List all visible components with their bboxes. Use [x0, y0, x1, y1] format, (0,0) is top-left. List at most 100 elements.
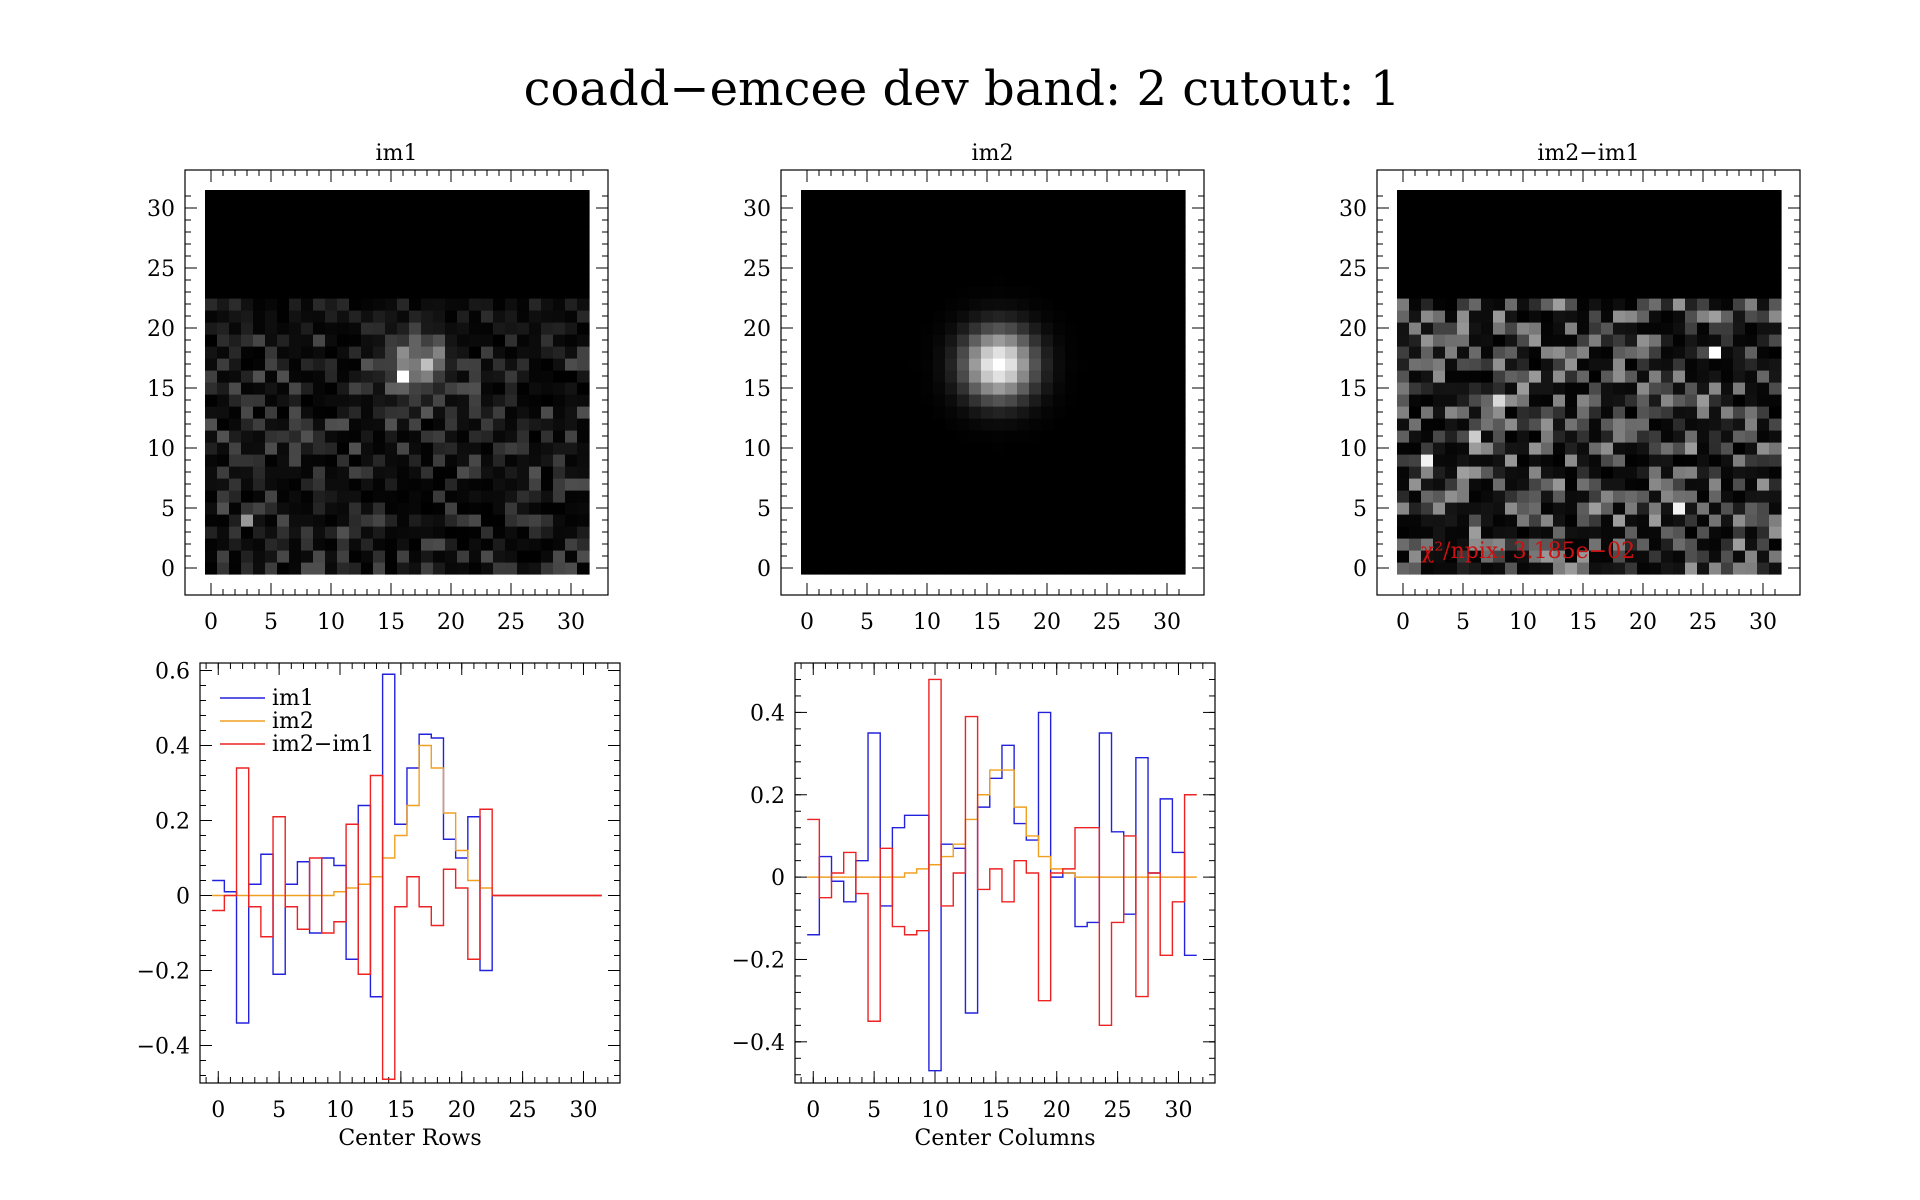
- heatmap-pixel: [909, 190, 922, 203]
- heatmap-pixel: [1077, 466, 1090, 479]
- heatmap-pixel: [1649, 262, 1662, 275]
- heatmap-pixel: [1397, 478, 1410, 491]
- heatmap-pixel: [861, 298, 874, 311]
- heatmap-pixel: [553, 550, 566, 563]
- heatmap-pixel: [1637, 562, 1650, 575]
- heatmap-pixel: [565, 478, 578, 491]
- heatmap-pixel: [849, 214, 862, 227]
- heatmap-pixel: [1041, 202, 1054, 215]
- heatmap-pixel: [1769, 382, 1782, 395]
- heatmap-pixel: [1541, 370, 1554, 383]
- heatmap-pixel: [825, 490, 838, 503]
- heatmap-pixel: [1745, 550, 1758, 563]
- heatmap-pixel: [909, 550, 922, 563]
- heatmap-pixel: [1493, 394, 1506, 407]
- heatmap-pixel: [1553, 298, 1566, 311]
- heatmap-pixel: [265, 274, 278, 287]
- heatmap-pixel: [1613, 394, 1626, 407]
- heatmap-pixel: [1053, 526, 1066, 539]
- heatmap-pixel: [1553, 502, 1566, 515]
- heatmap-pixel: [1409, 238, 1422, 251]
- heatmap-pixel: [1601, 190, 1614, 203]
- heatmap-pixel: [1005, 490, 1018, 503]
- heatmap-pixel: [1745, 418, 1758, 431]
- heatmap-pixel: [421, 190, 434, 203]
- heatmap-pixel: [1637, 430, 1650, 443]
- heatmap-pixel: [813, 190, 826, 203]
- heatmap-pixel: [241, 226, 254, 239]
- heatmap-pixel: [1673, 286, 1686, 299]
- heatmap-pixel: [849, 238, 862, 251]
- heatmap-pixel: [1457, 526, 1470, 539]
- heatmap-pixel: [1089, 322, 1102, 335]
- heatmap-pixel: [1137, 334, 1150, 347]
- heatmap-pixel: [825, 382, 838, 395]
- heatmap-pixel: [1637, 262, 1650, 275]
- heatmap-pixel: [469, 490, 482, 503]
- heatmap-pixel: [1517, 502, 1530, 515]
- heatmap-pixel: [1101, 550, 1114, 563]
- heatmap-pixel: [1577, 262, 1590, 275]
- heatmap-pixel: [481, 286, 494, 299]
- heatmap-pixel: [469, 538, 482, 551]
- heatmap-pixel: [1529, 370, 1542, 383]
- heatmap-pixel: [1589, 298, 1602, 311]
- heatmap-pixel: [337, 550, 350, 563]
- heatmap-pixel: [1733, 562, 1746, 575]
- heatmap-pixel: [945, 538, 958, 551]
- heatmap-pixel: [1721, 226, 1734, 239]
- heatmap-pixel: [1649, 514, 1662, 527]
- heatmap-3-xtick-label: 10: [1509, 610, 1537, 635]
- heatmap-pixel: [265, 262, 278, 275]
- heatmap-pixel: [1113, 190, 1126, 203]
- heatmap-pixel: [217, 226, 230, 239]
- heatmap-pixel: [1053, 502, 1066, 515]
- heatmap-pixel: [481, 538, 494, 551]
- heatmap-pixel: [1637, 238, 1650, 251]
- heatmap-pixel: [897, 550, 910, 563]
- heatmap-pixel: [1601, 322, 1614, 335]
- heatmap-pixel: [1481, 370, 1494, 383]
- heatmap-pixel: [373, 478, 386, 491]
- heatmap-pixel: [337, 226, 350, 239]
- heatmap-pixel: [1149, 286, 1162, 299]
- heatmap-pixel: [457, 334, 470, 347]
- heatmap-pixel: [837, 226, 850, 239]
- heatmap-pixel: [337, 442, 350, 455]
- heatmap-pixel: [1101, 346, 1114, 359]
- profile-2-xlabel: Center Columns: [915, 1126, 1096, 1151]
- heatmap-pixel: [861, 382, 874, 395]
- heatmap-pixel: [1637, 538, 1650, 551]
- heatmap-pixel: [1661, 514, 1674, 527]
- heatmap-pixel: [1481, 214, 1494, 227]
- heatmap-pixel: [1065, 370, 1078, 383]
- heatmap-pixel: [1149, 214, 1162, 227]
- heatmap-pixel: [981, 502, 994, 515]
- heatmap-pixel: [1041, 250, 1054, 263]
- heatmap-pixel: [1709, 202, 1722, 215]
- heatmap-pixel: [1757, 514, 1770, 527]
- heatmap-pixel: [861, 226, 874, 239]
- heatmap-pixel: [1529, 346, 1542, 359]
- heatmap-pixel: [873, 202, 886, 215]
- heatmap-pixel: [217, 538, 230, 551]
- heatmap-pixel: [1053, 346, 1066, 359]
- heatmap-pixel: [1397, 490, 1410, 503]
- heatmap-pixel: [361, 502, 374, 515]
- heatmap-pixel: [553, 334, 566, 347]
- heatmap-pixel: [825, 250, 838, 263]
- heatmap-pixel: [1433, 526, 1446, 539]
- heatmap-pixel: [1161, 418, 1174, 431]
- heatmap-pixel: [885, 226, 898, 239]
- heatmap-pixel: [1685, 454, 1698, 467]
- heatmap-pixel: [933, 454, 946, 467]
- heatmap-pixel: [1661, 262, 1674, 275]
- heatmap-pixel: [277, 370, 290, 383]
- heatmap-pixel: [313, 322, 326, 335]
- heatmap-pixel: [1505, 418, 1518, 431]
- heatmap-pixel: [277, 538, 290, 551]
- heatmap-pixel: [1697, 214, 1710, 227]
- heatmap-pixel: [229, 310, 242, 323]
- heatmap-pixel: [1469, 478, 1482, 491]
- heatmap-pixel: [553, 370, 566, 383]
